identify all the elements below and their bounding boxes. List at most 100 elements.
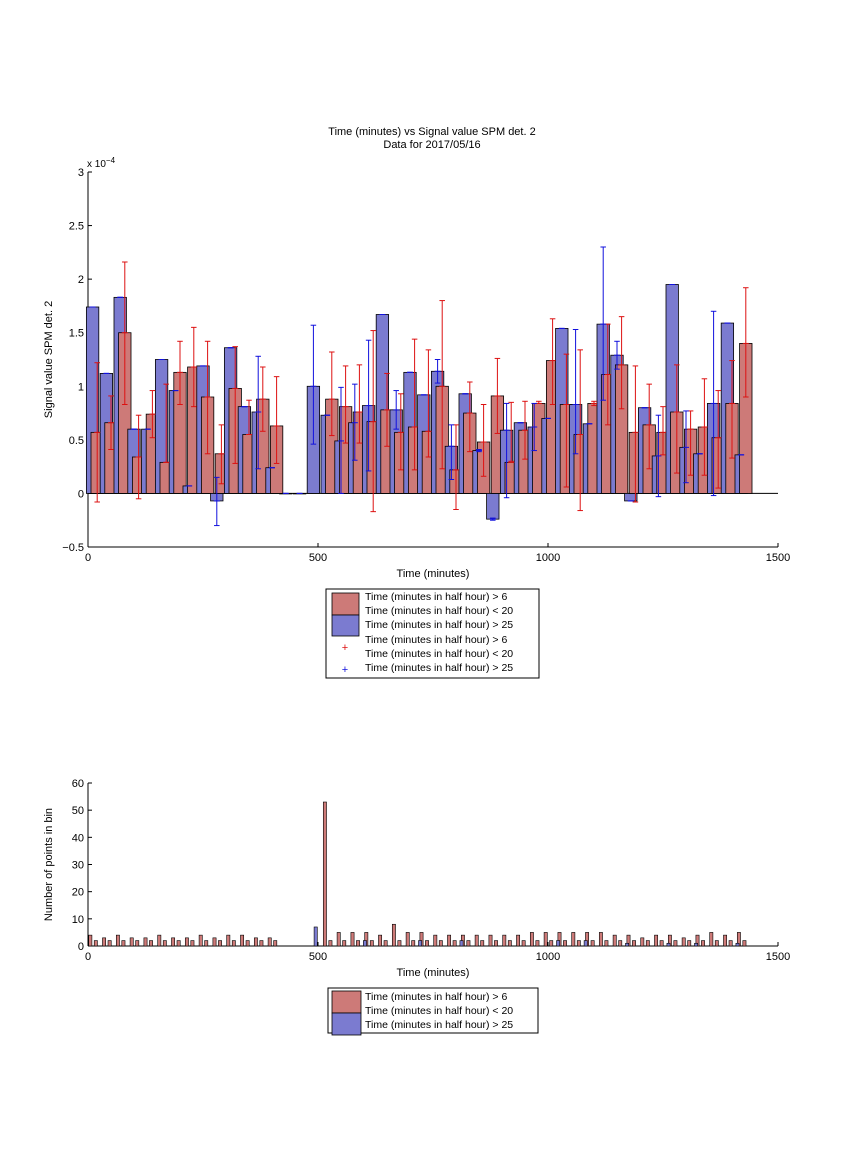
count-bar-red <box>466 940 471 947</box>
count-bar-red <box>507 940 512 947</box>
legend-bottom: Time (minutes in half hour) > 6 Time (mi… <box>327 987 539 1036</box>
y-tick-label: 1 <box>78 381 84 393</box>
count-bar-red <box>701 940 705 947</box>
count-bar-red <box>135 940 140 947</box>
count-bar-blue <box>735 942 740 947</box>
count-bar-red <box>433 934 438 947</box>
y-tick-label: 40 <box>72 832 84 844</box>
count-bar-red <box>115 934 120 947</box>
count-bar-red <box>618 940 623 947</box>
x-tick-label: 500 <box>309 951 327 963</box>
count-bar-red <box>529 932 534 947</box>
count-bar-red <box>709 932 714 947</box>
legend-marker-blue: + <box>342 664 348 676</box>
count-bar-red <box>397 940 402 947</box>
count-bar-red <box>143 937 148 947</box>
count-bar-red <box>162 940 167 947</box>
y-tick-label: 20 <box>72 887 84 899</box>
bottom-plot: 0 500 1000 1500 0 10 20 30 40 50 60 Time (minutes) N… <box>43 778 790 979</box>
legend-swatch-blue <box>331 614 360 637</box>
count-bar-red <box>452 940 457 947</box>
count-bar-red <box>576 940 581 947</box>
count-bar-red <box>107 940 112 947</box>
count-bar-red <box>411 940 416 947</box>
legend-swatch-red <box>331 990 362 1014</box>
bar-blue <box>486 493 500 520</box>
count-bar-red <box>350 932 355 947</box>
count-bar-red <box>425 940 429 947</box>
legend-top-entry: Time (minutes in half hour) > 25 <box>365 662 513 674</box>
count-bar-red <box>157 934 162 947</box>
count-bar-red <box>171 937 176 947</box>
count-bar-red <box>612 934 617 947</box>
count-bar-red <box>405 932 410 947</box>
count-bar-red <box>383 940 388 947</box>
count-bar-red <box>604 940 609 947</box>
count-bar-red <box>356 940 360 947</box>
count-bar-red <box>88 934 93 947</box>
count-bar-blue <box>459 940 464 947</box>
count-bar-red <box>240 934 245 947</box>
count-bar-red <box>129 937 134 947</box>
count-bar-red <box>723 934 728 947</box>
count-bar-red <box>342 940 347 947</box>
y-tick-label: 30 <box>72 860 84 872</box>
legend-top-entry: Time (minutes in half hour) > 6 <box>365 634 507 646</box>
y-tick-label: 0 <box>78 941 84 953</box>
y-tick-label: 2 <box>78 274 84 286</box>
count-bar-red <box>231 940 236 947</box>
count-bar-red <box>369 940 374 947</box>
y-axis-label: Signal value SPM det. 2 <box>43 301 55 418</box>
count-bar-red <box>687 940 692 947</box>
count-bar-red <box>190 940 195 947</box>
y-tick-label: 0 <box>78 488 84 500</box>
y-tick-label: 60 <box>72 778 84 790</box>
y-tick-label: 3 <box>78 167 84 179</box>
legend-swatch-red <box>331 592 360 616</box>
count-bar-red <box>184 937 189 947</box>
y-axis-label: Number of points in bin <box>43 808 55 921</box>
count-bar-red <box>654 934 659 947</box>
count-bar-red <box>253 937 258 947</box>
count-bar-red <box>273 940 278 947</box>
x-tick-label: 1000 <box>536 552 560 564</box>
count-bar-blue <box>418 940 423 947</box>
count-bar-red <box>571 932 576 947</box>
count-bar-red <box>640 937 645 947</box>
count-bar-red <box>563 940 567 947</box>
count-bar-red <box>267 937 272 947</box>
y-tick-label: 1.5 <box>69 328 84 340</box>
count-bar-red <box>204 940 209 947</box>
legend-top-entry: Time (minutes in half hour) < 20 <box>365 605 513 617</box>
y-exponent-power: −4 <box>106 156 116 165</box>
count-bar-red <box>645 940 650 947</box>
y-tick-label: 2.5 <box>69 221 84 233</box>
count-bar-red <box>488 934 493 947</box>
count-bar-red <box>516 934 521 947</box>
y-tick-label: −0.5 <box>62 542 84 554</box>
count-bar-red <box>226 934 231 947</box>
count-bar-red <box>322 801 327 947</box>
y-tick-label: 10 <box>72 914 84 926</box>
count-bar-red <box>543 932 548 947</box>
y-exponent-label: x 10−4 <box>87 156 116 170</box>
count-bar-red <box>480 940 485 947</box>
count-bar-red <box>673 940 678 947</box>
count-bar-red <box>176 940 181 947</box>
count-bar-red <box>378 934 383 947</box>
x-tick-label: 1500 <box>766 951 790 963</box>
count-bar-red <box>149 940 153 947</box>
legend-bottom-entry: Time (minutes in half hour) < 20 <box>365 1005 513 1017</box>
count-bar-red <box>93 940 98 947</box>
legend-top-entry: Time (minutes in half hour) > 25 <box>365 619 513 631</box>
count-bar-red <box>549 940 554 947</box>
count-bar-red <box>336 932 341 947</box>
legend-top-entry: Time (minutes in half hour) > 6 <box>365 591 507 603</box>
legend-bottom-entry: Time (minutes in half hour) > 6 <box>365 991 507 1003</box>
count-bar-red <box>102 937 107 947</box>
legend-bottom-entry: Time (minutes in half hour) > 25 <box>365 1019 513 1031</box>
count-bar-blue <box>313 926 318 947</box>
y-exponent-base: x 10 <box>87 159 106 170</box>
count-bar-red <box>502 934 507 947</box>
